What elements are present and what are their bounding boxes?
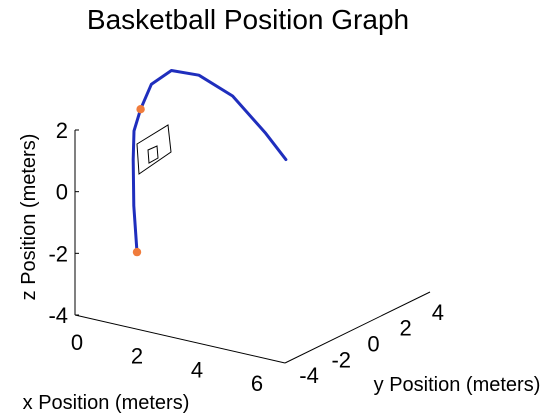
trajectory xyxy=(131,69,288,254)
y-tick-label: -2 xyxy=(331,347,351,372)
x-axis xyxy=(74,314,286,364)
z-tick-label: -4 xyxy=(48,303,68,328)
x-tick-label: 4 xyxy=(191,357,203,382)
y-tick-label: -4 xyxy=(299,363,319,388)
x-tick-label: 0 xyxy=(71,330,83,355)
z-tick-label: -2 xyxy=(48,241,68,266)
backboard-inner xyxy=(147,145,159,164)
trajectory-line xyxy=(131,69,288,254)
z-axis-label: z Position (meters) xyxy=(18,134,40,301)
markers xyxy=(132,105,145,257)
y-tick-label: 0 xyxy=(367,331,379,356)
start-marker xyxy=(132,247,142,257)
hoop-marker xyxy=(136,105,145,114)
x-axis-label: x Position (meters) xyxy=(23,392,190,414)
z-tick-label: 2 xyxy=(56,118,68,143)
y-ticks: -4 -2 024 xyxy=(299,300,444,388)
z-tick-label: 0 xyxy=(56,180,68,205)
backboard xyxy=(136,124,172,175)
backboard-outer xyxy=(136,124,172,175)
y-tick-label: 2 xyxy=(400,316,412,341)
y-axis xyxy=(284,291,431,364)
y-axis-label: y Position (meters) xyxy=(374,374,541,396)
chart-title: Basketball Position Graph xyxy=(87,4,409,35)
y-tick-label: 4 xyxy=(432,300,444,325)
x-tick-label: 2 xyxy=(131,344,143,369)
x-ticks: 0 2 4 6 xyxy=(71,330,263,396)
z-ticks: 2 0 -2 -4 xyxy=(48,118,79,328)
x-tick-label: 6 xyxy=(251,371,263,396)
